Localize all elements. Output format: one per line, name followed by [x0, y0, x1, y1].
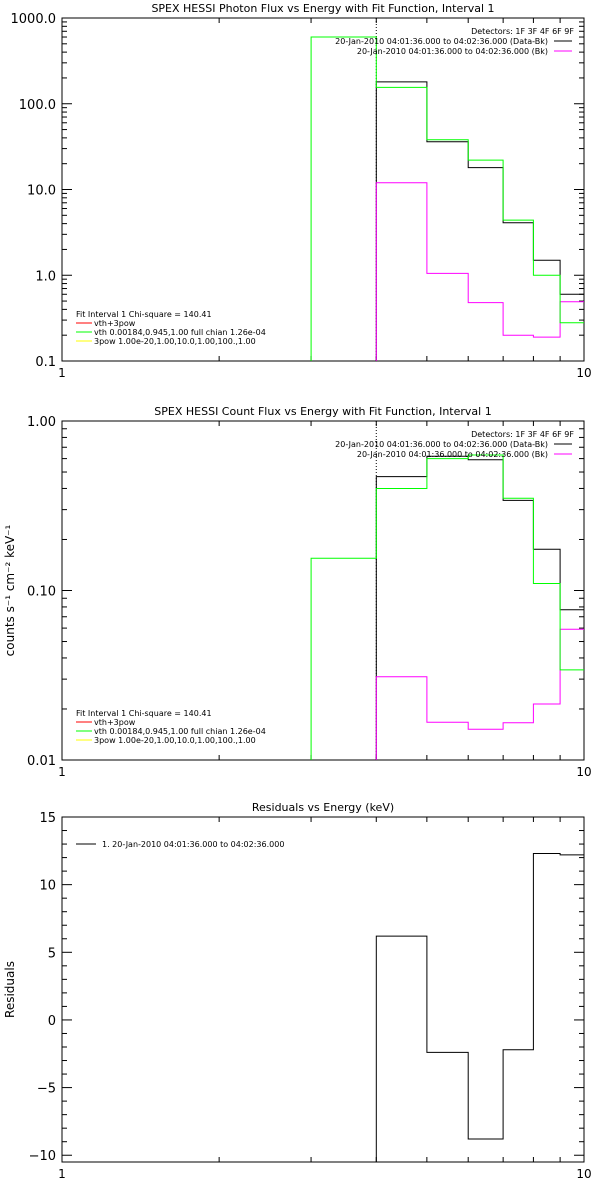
- x-tick-label: 10: [576, 366, 591, 380]
- y-tick-label: 0.1: [35, 355, 56, 370]
- plot-data: [375, 853, 584, 1162]
- y-ticks: [62, 17, 584, 362]
- x-tick-label: 1: [58, 366, 66, 380]
- series-line-3: [310, 36, 584, 361]
- y-tick-label: 1.00: [27, 415, 56, 430]
- x-tick-label: 1: [58, 765, 66, 779]
- y-tick-label: 1.0: [35, 269, 56, 284]
- chart-title: SPEX HESSI Count Flux vs Energy with Fit…: [154, 405, 491, 418]
- legend-entry: 20-Jan-2010 04:01:36.000 to 04:02:36.000…: [335, 37, 548, 46]
- legend-header: Detectors: 1F 3F 4F 6F 9F: [471, 27, 574, 36]
- legend-entry: 20-Jan-2010 04:01:36.000 to 04:02:36.000…: [357, 450, 548, 459]
- legend-entry: vth+3pow: [94, 718, 136, 727]
- x-ticks: [61, 18, 585, 361]
- y-axis-label: Residuals: [3, 961, 17, 1018]
- y-tick-label: −5: [37, 1082, 56, 1097]
- legend-entry: 20-Jan-2010 04:01:36.000 to 04:02:36.000…: [357, 47, 548, 56]
- legend-entry: vth+3pow: [94, 319, 136, 328]
- chart-panel-3: Residuals vs Energy (keV) Residuals 1 10 −10…: [3, 801, 592, 1181]
- series-line-1: [375, 81, 584, 361]
- y-ticks: [62, 816, 584, 1156]
- legend-header: Fit Interval 1 Chi-square = 140.41: [76, 310, 212, 319]
- y-tick-label: 10: [39, 879, 56, 894]
- series-line-2: [375, 182, 584, 361]
- plot-frame: [61, 816, 585, 1163]
- series-line-3: [310, 454, 584, 760]
- y-ticks: [62, 420, 584, 761]
- x-tick-label: 1: [58, 1167, 66, 1181]
- y-tick-label: 0: [48, 1014, 56, 1029]
- x-tick-label: 10: [576, 1167, 591, 1181]
- legend-entry: 3pow 1.00e-20,1.00,10.0,1.00,100.,1.00: [94, 337, 256, 346]
- legend-entry: 1. 20-Jan-2010 04:01:36.000 to 04:02:36.…: [102, 840, 284, 849]
- y-tick-label: 15: [39, 811, 56, 826]
- y-tick-label: 0.01: [27, 754, 56, 769]
- series-line-1: [375, 455, 584, 760]
- x-ticks: [61, 817, 585, 1162]
- chart-title: Residuals vs Energy (keV): [252, 801, 394, 814]
- legend-entry: 3pow 1.00e-20,1.00,10.0,1.00,100.,1.00: [94, 736, 256, 745]
- legend-entry: vth 0.00184,0.945,1.00 full chian 1.26e-…: [94, 727, 266, 736]
- legend-header: Detectors: 1F 3F 4F 6F 9F: [471, 430, 574, 439]
- y-tick-label: 5: [48, 946, 56, 961]
- legend-entry: vth 0.00184,0.945,1.00 full chian 1.26e-…: [94, 328, 266, 337]
- legend-entry: 20-Jan-2010 04:01:36.000 to 04:02:36.000…: [335, 440, 548, 449]
- chart-panel-2: SPEX HESSI Count Flux vs Energy with Fit…: [3, 405, 592, 779]
- legend-top: 1. 20-Jan-2010 04:01:36.000 to 04:02:36.…: [76, 840, 284, 849]
- x-tick-label: 10: [576, 765, 591, 779]
- chart-title: SPEX HESSI Photon Flux vs Energy with Fi…: [151, 2, 494, 15]
- y-tick-label: 0.10: [27, 585, 56, 600]
- chart-panel-1: SPEX HESSI Photon Flux vs Energy with Fi…: [11, 2, 592, 380]
- plot-data: [310, 421, 584, 760]
- series-line-2: [375, 628, 584, 760]
- y-tick-label: 10.0: [27, 184, 56, 199]
- y-tick-label: 1000.0: [11, 12, 57, 27]
- legend-bottom: Fit Interval 1 Chi-square = 140.41vth+3p…: [76, 709, 266, 745]
- legend-bottom: Fit Interval 1 Chi-square = 140.41vth+3p…: [76, 310, 266, 346]
- y-tick-label: −10: [29, 1149, 56, 1164]
- y-axis-label: counts s⁻¹ cm⁻² keV⁻¹: [3, 524, 17, 656]
- legend-header: Fit Interval 1 Chi-square = 140.41: [76, 709, 212, 718]
- series-line-1: [375, 853, 584, 1162]
- y-tick-label: 100.0: [19, 98, 56, 113]
- plot-data: [310, 18, 584, 361]
